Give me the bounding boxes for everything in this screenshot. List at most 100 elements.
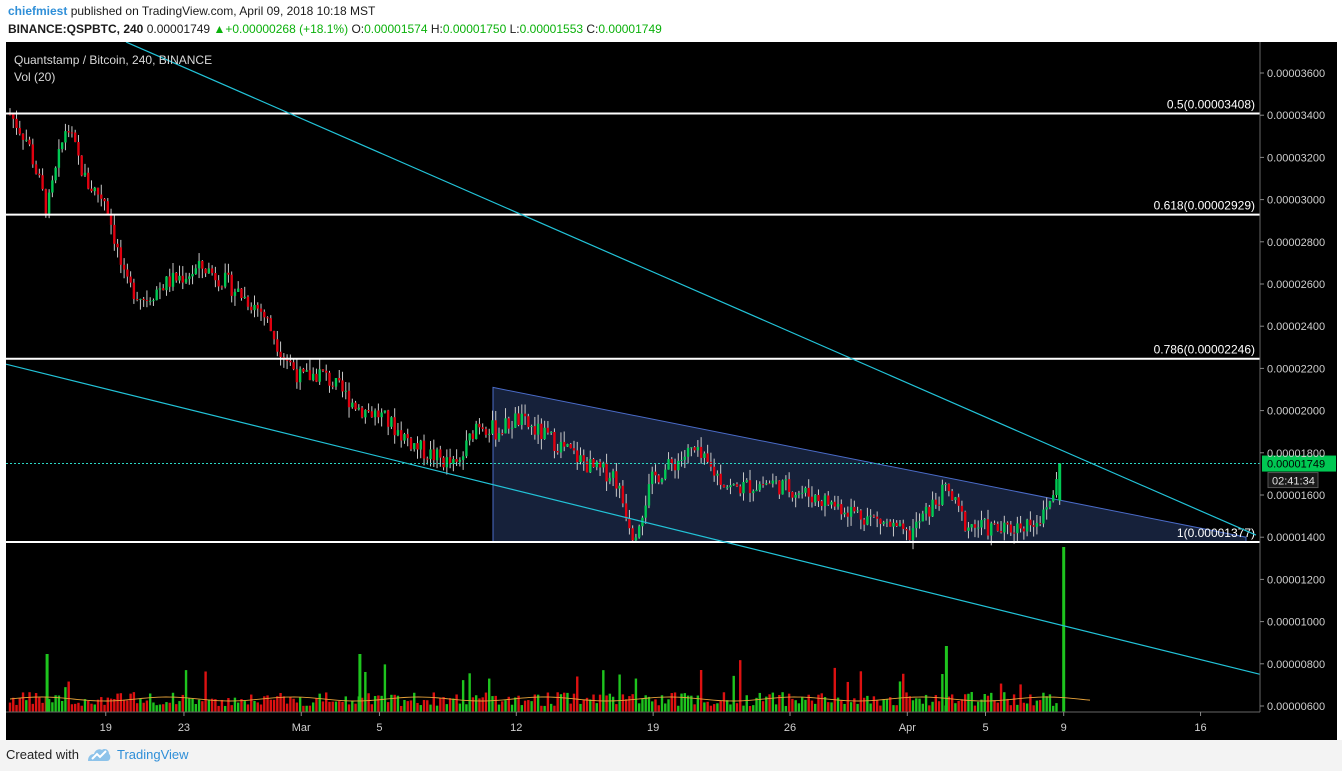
candle[interactable] xyxy=(716,473,719,476)
candle[interactable] xyxy=(589,459,592,473)
candle[interactable] xyxy=(902,523,905,529)
candle[interactable] xyxy=(1025,519,1029,532)
candle[interactable] xyxy=(338,378,341,381)
candle[interactable] xyxy=(57,149,61,168)
candle[interactable] xyxy=(527,416,530,427)
candle[interactable] xyxy=(726,487,729,489)
candle[interactable] xyxy=(465,440,468,457)
candle[interactable] xyxy=(305,370,308,372)
candle[interactable] xyxy=(126,269,129,277)
candle[interactable] xyxy=(54,167,57,181)
candle[interactable] xyxy=(367,410,370,412)
candle[interactable] xyxy=(468,433,471,441)
candle[interactable] xyxy=(856,510,859,512)
candle[interactable] xyxy=(445,457,449,468)
candle[interactable] xyxy=(1032,525,1035,527)
candle[interactable] xyxy=(615,471,618,489)
candle[interactable] xyxy=(380,412,383,418)
candle[interactable] xyxy=(928,506,931,517)
candle[interactable] xyxy=(237,288,240,292)
candle[interactable] xyxy=(311,373,315,381)
candle[interactable] xyxy=(292,362,295,370)
candle[interactable] xyxy=(386,410,390,427)
candle[interactable] xyxy=(15,118,18,128)
candle[interactable] xyxy=(931,499,934,517)
candle[interactable] xyxy=(807,487,810,497)
candle[interactable] xyxy=(794,494,797,498)
candle[interactable] xyxy=(442,457,445,468)
candle[interactable] xyxy=(576,450,579,463)
candle[interactable] xyxy=(259,308,263,312)
candle[interactable] xyxy=(360,407,364,418)
candle[interactable] xyxy=(739,486,742,494)
candle[interactable] xyxy=(507,418,510,429)
candle[interactable] xyxy=(621,485,625,504)
candle[interactable] xyxy=(973,524,977,528)
candle[interactable] xyxy=(155,289,158,301)
candle[interactable] xyxy=(426,458,429,460)
candle[interactable] xyxy=(31,144,35,165)
candle[interactable] xyxy=(781,480,784,495)
candle[interactable] xyxy=(631,528,634,541)
candle[interactable] xyxy=(308,370,312,381)
candle[interactable] xyxy=(181,275,184,283)
candle[interactable] xyxy=(667,459,670,470)
candle[interactable] xyxy=(774,480,778,482)
candle[interactable] xyxy=(579,455,582,463)
candle[interactable] xyxy=(651,471,654,485)
candle[interactable] xyxy=(1003,522,1006,533)
candle[interactable] xyxy=(944,484,947,486)
candle[interactable] xyxy=(530,426,533,428)
candle[interactable] xyxy=(122,264,126,270)
candle[interactable] xyxy=(761,484,765,486)
candle[interactable] xyxy=(60,142,64,150)
candle[interactable] xyxy=(748,480,752,494)
candle[interactable] xyxy=(44,189,48,214)
candle[interactable] xyxy=(673,463,677,471)
candle[interactable] xyxy=(729,485,732,488)
candle[interactable] xyxy=(752,491,755,494)
candle[interactable] xyxy=(491,420,494,434)
candle[interactable] xyxy=(996,523,999,531)
candle[interactable] xyxy=(742,482,745,494)
candle[interactable] xyxy=(233,291,237,296)
candle[interactable] xyxy=(439,449,442,458)
candle[interactable] xyxy=(921,513,924,522)
candle[interactable] xyxy=(458,459,462,462)
candle[interactable] xyxy=(549,431,553,433)
candle[interactable] xyxy=(735,484,739,487)
candle[interactable] xyxy=(699,446,703,458)
candle[interactable] xyxy=(602,462,605,468)
candle[interactable] xyxy=(162,288,165,291)
candle[interactable] xyxy=(435,449,439,461)
candle[interactable] xyxy=(227,272,230,275)
candle[interactable] xyxy=(882,522,885,524)
candle[interactable] xyxy=(637,526,641,538)
candle[interactable] xyxy=(634,537,638,541)
candle[interactable] xyxy=(797,493,801,495)
candle[interactable] xyxy=(28,139,31,145)
candle[interactable] xyxy=(289,360,292,363)
candle[interactable] xyxy=(416,443,419,450)
candle[interactable] xyxy=(543,427,546,440)
lower-trendline[interactable] xyxy=(5,363,1261,675)
candle[interactable] xyxy=(1045,507,1048,510)
candle[interactable] xyxy=(188,276,191,279)
candle[interactable] xyxy=(559,441,563,453)
candle[interactable] xyxy=(246,296,250,307)
candle[interactable] xyxy=(787,479,791,492)
candle[interactable] xyxy=(510,427,514,429)
candle[interactable] xyxy=(1055,479,1058,496)
author-link[interactable]: chiefmiest xyxy=(8,4,68,18)
candle[interactable] xyxy=(533,426,537,435)
candle[interactable] xyxy=(135,298,139,300)
candle[interactable] xyxy=(814,494,817,503)
candle[interactable] xyxy=(51,180,54,193)
candle[interactable] xyxy=(184,278,188,283)
candle[interactable] xyxy=(341,380,344,392)
candle[interactable] xyxy=(540,423,543,440)
candle[interactable] xyxy=(585,461,589,473)
candle[interactable] xyxy=(628,518,631,529)
candle[interactable] xyxy=(318,369,321,382)
candle[interactable] xyxy=(347,390,351,408)
